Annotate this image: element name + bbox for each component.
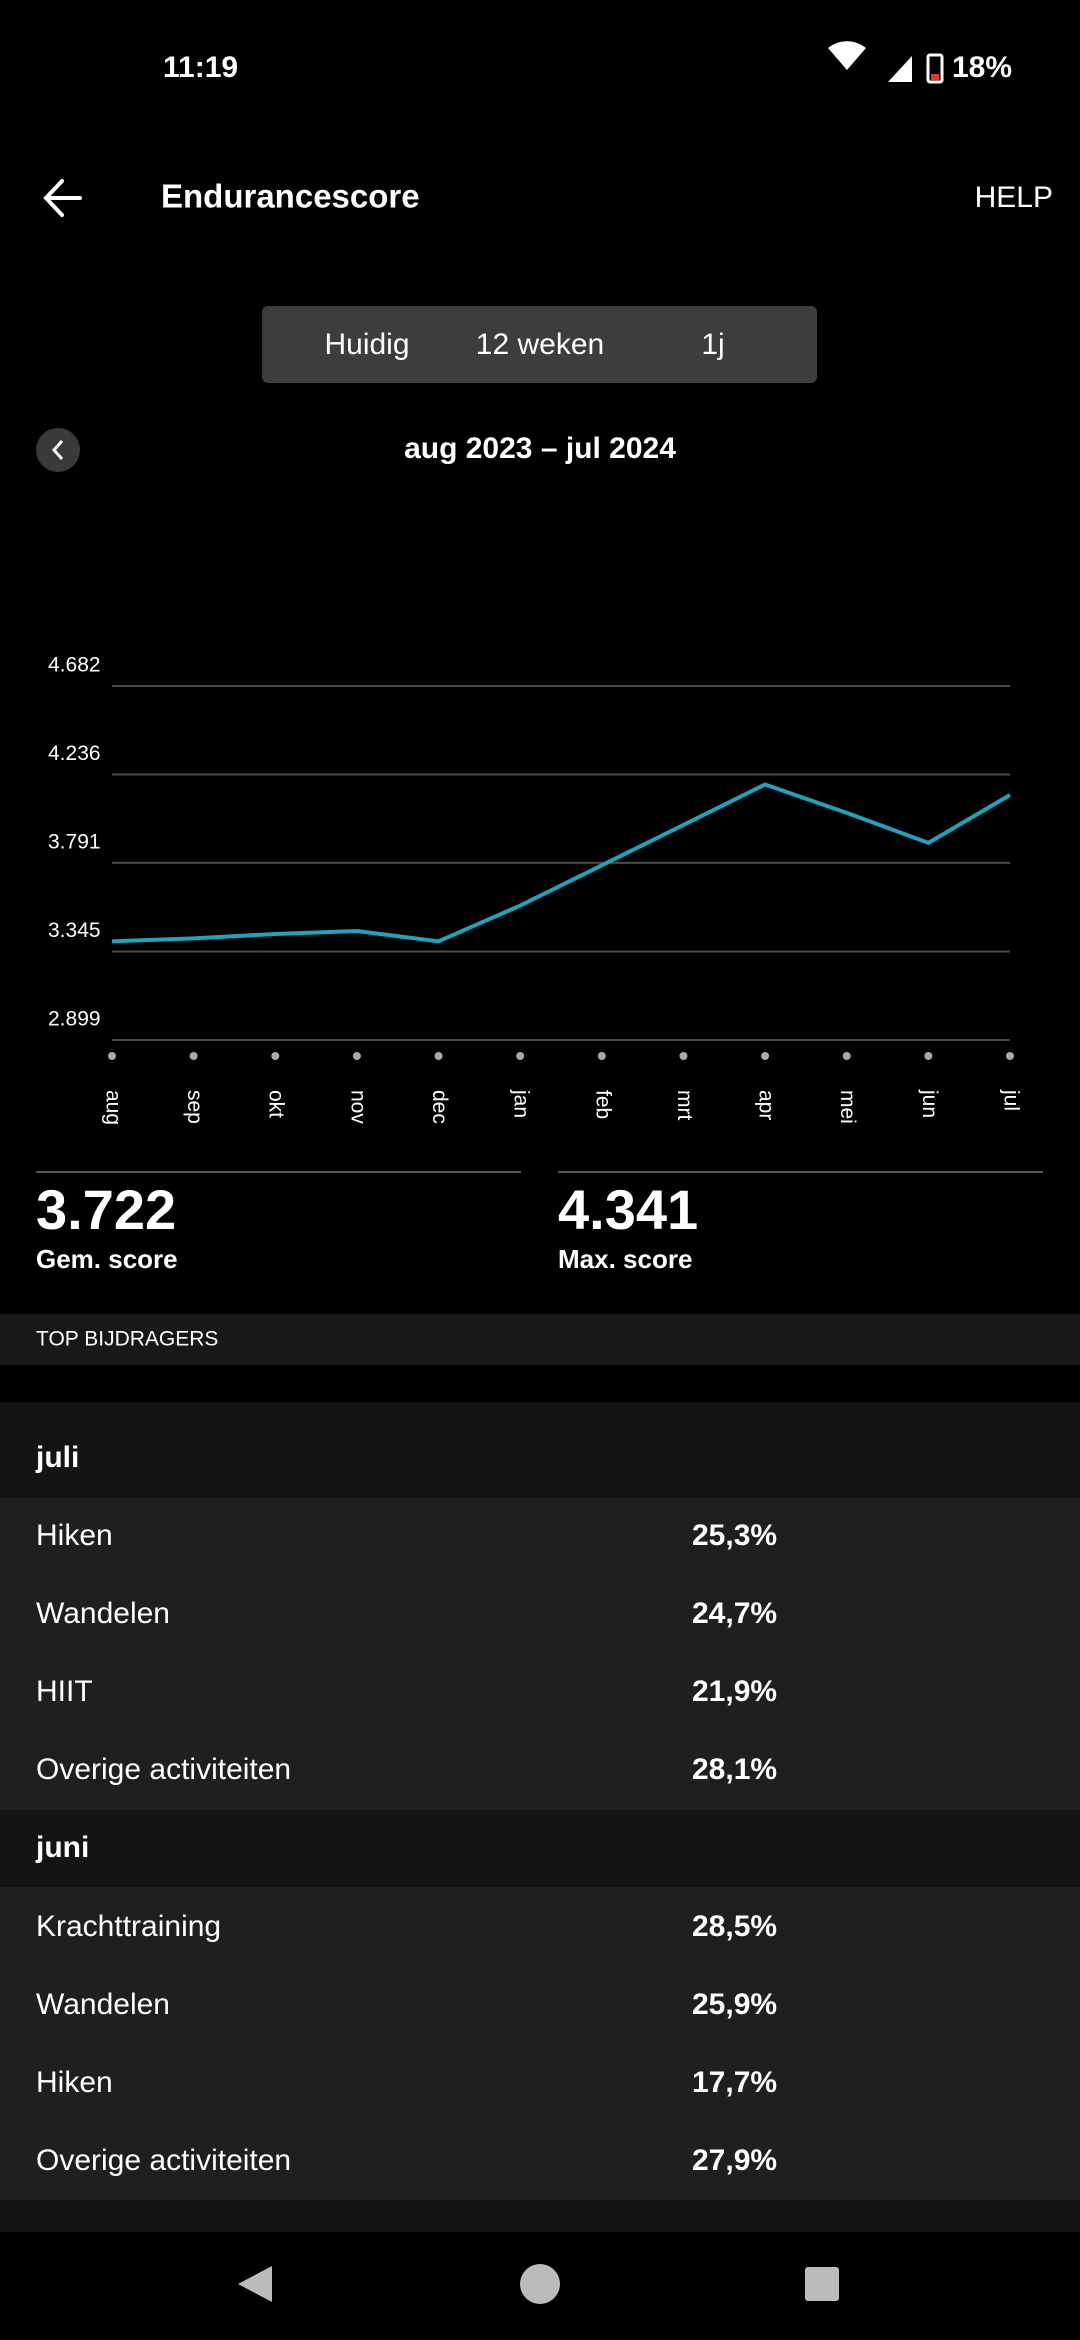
x-tick-dot	[516, 1052, 525, 1060]
period-label: aug 2023 – jul 2024	[404, 432, 676, 465]
month-header	[0, 2200, 1080, 2232]
month-rows	[0, 1887, 1080, 2200]
status-time: 11:19	[163, 51, 238, 84]
section-title: TOP BIJDRAGERS	[36, 1328, 218, 1351]
x-tick-dot	[924, 1052, 933, 1060]
wifi-icon	[828, 41, 866, 70]
activity-share: 28,1%	[692, 1753, 777, 1786]
month-header	[0, 1810, 1080, 1887]
prev-period-button[interactable]	[36, 428, 80, 472]
stat-label: Max. score	[558, 1244, 692, 1274]
battery-icon	[926, 53, 944, 84]
activity-share: 27,9%	[692, 2144, 777, 2177]
tab[interactable]: Huidig	[324, 328, 409, 361]
chevron-icon	[51, 440, 64, 460]
back-button[interactable]	[43, 179, 82, 217]
activity-name: Hiken	[36, 2066, 113, 2099]
x-tick-label: jun	[918, 1089, 941, 1118]
month-header	[0, 1402, 1080, 1498]
stat-value: 3.722	[36, 1178, 176, 1241]
activity-share: 17,7%	[692, 2066, 777, 2099]
activity-share: 28,5%	[692, 1910, 777, 1943]
stat-value: 4.341	[558, 1178, 698, 1241]
battery-level	[931, 74, 939, 80]
y-tick-label: 4.236	[48, 742, 101, 765]
battery-percent: 18%	[952, 51, 1012, 84]
x-tick-label: okt	[265, 1090, 288, 1118]
tab[interactable]: 1j	[701, 328, 724, 361]
x-tick-dot	[679, 1052, 688, 1060]
activity-name: Wandelen	[36, 1597, 170, 1630]
x-tick-label: aug	[101, 1090, 124, 1125]
y-tick-label: 3.791	[48, 830, 101, 853]
x-tick-label: mrt	[673, 1090, 696, 1120]
x-tick-label: feb	[591, 1090, 614, 1119]
month-title: juni	[35, 1831, 89, 1864]
nav-recents[interactable]	[805, 2267, 839, 2301]
x-tick-label: mei	[836, 1090, 859, 1124]
activity-share: 24,7%	[692, 1597, 777, 1630]
month-title: juli	[35, 1441, 79, 1474]
page-title: Endurancescore	[161, 178, 420, 215]
activity-name: Overige activiteiten	[36, 1753, 291, 1786]
help-button[interactable]: HELP	[975, 181, 1053, 214]
activity-share: 25,3%	[692, 1519, 777, 1552]
nav-back[interactable]	[238, 2266, 272, 2302]
y-tick-label: 3.345	[48, 919, 101, 942]
activity-name: Overige activiteiten	[36, 2144, 291, 2177]
x-tick-dot	[189, 1052, 198, 1060]
section-header	[0, 1314, 1080, 1365]
y-tick-label: 2.899	[48, 1008, 101, 1031]
stat-label: Gem. score	[36, 1244, 178, 1274]
activity-name: Krachttraining	[36, 1910, 221, 1943]
month-rows	[0, 1498, 1080, 1810]
signal-icon	[888, 56, 912, 82]
x-tick-dot	[108, 1052, 116, 1060]
nav-home[interactable]	[520, 2264, 560, 2304]
activity-share: 21,9%	[692, 1675, 777, 1708]
x-tick-dot	[352, 1052, 361, 1060]
x-tick-dot	[434, 1052, 443, 1060]
activity-name: Wandelen	[36, 1988, 170, 2021]
tab[interactable]: 12 weken	[476, 328, 604, 361]
x-tick-label: apr	[755, 1090, 778, 1120]
y-tick-label: 4.682	[48, 654, 101, 677]
status-icons	[828, 41, 944, 84]
activity-share: 25,9%	[692, 1988, 777, 2021]
x-tick-label: dec	[428, 1090, 451, 1124]
x-tick-dot	[597, 1052, 606, 1060]
activity-name: Hiken	[36, 1519, 113, 1552]
x-tick-dot	[842, 1052, 851, 1060]
tab-bar[interactable]	[262, 306, 817, 383]
x-tick-label: jul	[999, 1089, 1022, 1111]
x-tick-dot	[271, 1052, 280, 1060]
x-tick-label: jan	[510, 1089, 533, 1118]
x-tick-dot	[1006, 1052, 1014, 1060]
x-tick-label: nov	[346, 1090, 369, 1124]
activity-name: HIIT	[36, 1675, 93, 1708]
score-line	[111, 782, 1012, 944]
x-tick-dot	[761, 1052, 770, 1060]
x-tick-label: sep	[183, 1090, 206, 1124]
